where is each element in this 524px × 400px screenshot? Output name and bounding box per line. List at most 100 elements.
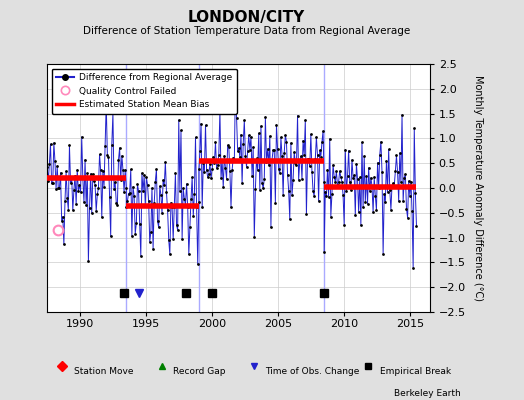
Point [391, 168, 399, 175]
Point [156, 183, 164, 189]
Point [394, 169, 402, 175]
Point [60, 241, 68, 248]
Point [343, 173, 352, 180]
Point [298, 176, 306, 182]
Point [74, 188, 83, 195]
Point [168, 204, 176, 210]
Point [389, 180, 397, 186]
Point [52, 185, 60, 192]
Point [97, 214, 106, 221]
Point [363, 200, 372, 207]
Point [400, 174, 408, 181]
Point [194, 166, 203, 173]
Point [402, 205, 411, 212]
Point [240, 117, 248, 124]
Point [278, 152, 286, 159]
Point [238, 180, 246, 187]
Point [191, 134, 200, 140]
Point [112, 200, 121, 206]
Point [160, 182, 168, 188]
Point [308, 169, 316, 175]
Point [187, 196, 195, 202]
Point [353, 176, 362, 183]
Point [385, 146, 393, 153]
Point [155, 224, 163, 230]
Point [85, 204, 94, 211]
Point [173, 227, 182, 233]
Point [370, 174, 378, 180]
Point [270, 147, 278, 154]
Point [147, 229, 155, 235]
Point [245, 132, 253, 138]
Point [281, 132, 290, 138]
Point [161, 159, 170, 165]
Point [390, 183, 398, 189]
Point [325, 136, 334, 142]
Point [242, 164, 250, 170]
Point [247, 134, 255, 140]
Point [57, 170, 65, 176]
Point [271, 199, 280, 206]
Point [290, 149, 298, 155]
Point [78, 134, 86, 140]
Point [218, 158, 226, 164]
Point [45, 160, 53, 167]
Point [189, 212, 198, 219]
Point [215, 152, 223, 158]
Point [92, 208, 101, 214]
Point [315, 147, 324, 154]
Point [110, 186, 118, 192]
Point [260, 176, 268, 182]
Point [277, 134, 285, 141]
Point [103, 152, 112, 158]
Point [347, 187, 355, 193]
Point [266, 133, 274, 139]
Point [232, 114, 241, 121]
Point [300, 152, 309, 158]
Point [261, 114, 269, 120]
Point [55, 185, 63, 192]
Point [130, 192, 138, 199]
Point [91, 182, 99, 188]
Point [96, 167, 105, 174]
Point [358, 139, 366, 146]
Point [183, 204, 192, 210]
Point [302, 211, 311, 218]
Point [105, 194, 114, 200]
Point [151, 178, 159, 185]
Point [307, 131, 315, 138]
Point [244, 148, 252, 154]
Point [350, 172, 358, 179]
Point [362, 173, 370, 179]
Point [207, 175, 215, 182]
Point [328, 191, 336, 197]
Point [248, 172, 256, 179]
Point [279, 192, 287, 198]
Point [43, 164, 51, 170]
Point [253, 155, 261, 162]
Point [49, 180, 57, 186]
Point [133, 181, 141, 188]
Point [178, 236, 187, 242]
Point [113, 202, 122, 208]
Point [276, 170, 284, 176]
Point [124, 190, 133, 197]
Point [221, 165, 230, 172]
Point [268, 156, 276, 163]
Point [212, 165, 221, 171]
Point [379, 250, 387, 257]
Point [188, 174, 196, 180]
Y-axis label: Monthly Temperature Anomaly Difference (°C): Monthly Temperature Anomaly Difference (… [473, 75, 483, 301]
Point [407, 178, 415, 185]
Point [324, 194, 333, 200]
Point [166, 251, 174, 258]
Point [197, 120, 205, 127]
Point [44, 178, 52, 184]
Point [95, 151, 104, 158]
Point [403, 214, 412, 221]
Point [125, 190, 134, 196]
Point [179, 185, 188, 192]
Point [62, 168, 70, 174]
Point [184, 251, 193, 258]
Point [333, 182, 342, 189]
